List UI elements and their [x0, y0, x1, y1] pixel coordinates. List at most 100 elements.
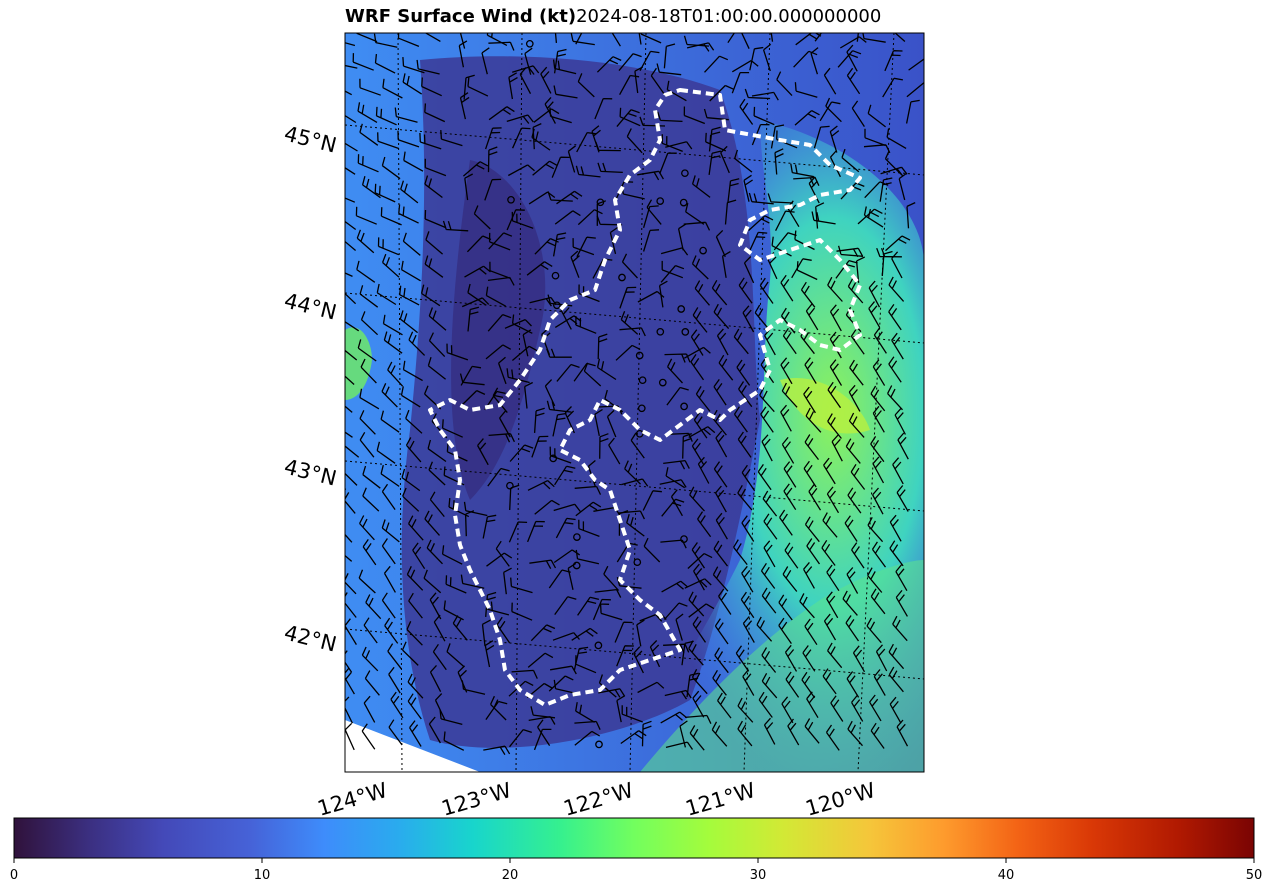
wind-barb — [763, 540, 776, 568]
wind-barb — [659, 152, 677, 174]
wind-barb — [744, 88, 771, 100]
wind-barb — [473, 205, 491, 230]
calm-wind-marker — [595, 740, 603, 749]
wind-barb — [482, 514, 497, 539]
wind-barb — [837, 50, 862, 68]
calm-wind-marker — [699, 246, 707, 255]
lat-label-42n: 42°N — [282, 621, 339, 657]
wind-barb — [748, 231, 768, 253]
wind-barb — [847, 720, 863, 747]
wind-barb — [713, 540, 729, 567]
wind-barb — [896, 485, 909, 512]
wind-barb — [424, 158, 447, 177]
wind-barb — [804, 516, 820, 543]
wind-barb — [533, 407, 545, 433]
wind-barb — [506, 114, 534, 124]
wind-barb — [889, 696, 902, 724]
wind-barb — [402, 73, 423, 95]
wind-barb — [574, 485, 602, 495]
wind-barb — [484, 178, 502, 201]
wind-barb — [663, 459, 690, 470]
wind-barb — [345, 618, 357, 645]
wind-barb — [464, 510, 475, 537]
wind-barb — [815, 202, 825, 229]
wind-barb — [873, 669, 886, 696]
wind-barb — [753, 106, 775, 126]
lon-label-124w: 124°W — [315, 778, 390, 821]
wind-barb — [697, 511, 712, 538]
wind-barb — [624, 460, 641, 485]
wind-barb — [713, 461, 728, 488]
wind-barb — [774, 148, 784, 175]
calm-wind-marker — [680, 402, 688, 411]
wind-barb — [485, 344, 512, 360]
wind-barb — [737, 697, 754, 723]
wind-barb — [888, 304, 902, 331]
wind-barb — [656, 63, 682, 76]
wind-barb — [441, 545, 463, 565]
wind-barb — [692, 616, 707, 643]
wind-barb — [879, 177, 893, 202]
wind-barb — [762, 43, 772, 72]
wind-barb — [663, 43, 676, 69]
wind-barb — [872, 359, 886, 386]
wind-barb — [642, 490, 662, 511]
calm-wind-marker — [681, 328, 690, 336]
wind-barb — [345, 435, 360, 458]
wind-barb — [642, 229, 660, 252]
wind-barb — [756, 616, 773, 642]
wind-barb — [761, 434, 773, 462]
wind-barb — [682, 432, 693, 459]
wind-barb — [363, 695, 376, 723]
wind-barb — [759, 277, 774, 304]
wind-barb — [781, 382, 798, 408]
wind-barb — [424, 33, 441, 42]
wind-barb — [511, 211, 534, 229]
wind-barb — [646, 199, 662, 225]
wind-barb — [895, 564, 908, 592]
wind-barb — [484, 640, 495, 668]
wind-barb — [847, 487, 862, 514]
wind-barb — [846, 671, 860, 698]
wind-barb — [547, 294, 573, 307]
lon-label-120w: 120°W — [803, 778, 878, 821]
wind-barb — [849, 359, 864, 386]
wind-barb — [376, 441, 396, 464]
wind-barb — [487, 313, 512, 332]
wind-barb — [846, 567, 859, 594]
wind-barb — [763, 513, 778, 540]
wind-barb — [467, 306, 480, 332]
wind-barb — [638, 33, 642, 45]
wind-barb — [715, 229, 726, 258]
wind-barb — [488, 232, 513, 250]
wind-barb — [743, 174, 753, 202]
wind-barb — [736, 359, 751, 386]
wind-barb — [597, 162, 623, 174]
lat-label-43n: 43°N — [282, 455, 339, 491]
wind-barb — [390, 691, 404, 719]
wind-barb — [781, 696, 794, 724]
wind-barb — [345, 197, 356, 203]
wind-barb — [720, 145, 730, 174]
wind-barb — [810, 47, 819, 75]
wind-barb — [424, 103, 446, 123]
wind-barb — [401, 468, 421, 492]
wind-barb — [554, 210, 581, 225]
wind-barb — [827, 413, 842, 439]
wind-barb — [864, 128, 886, 147]
wind-barb — [380, 207, 402, 226]
wind-barb — [575, 655, 597, 674]
wind-barb — [738, 277, 753, 304]
wind-barb — [387, 643, 402, 670]
wind-barb — [458, 40, 468, 68]
wind-barb — [782, 327, 797, 355]
colorbar: 0 10 20 30 40 50 — [10, 817, 1262, 883]
wind-barb — [839, 36, 867, 49]
wind-barb — [446, 643, 464, 667]
wind-barb — [488, 41, 515, 51]
wind-barb — [842, 590, 858, 616]
wind-barb — [757, 464, 772, 491]
wind-barb — [387, 361, 404, 387]
wind-barb — [825, 97, 842, 123]
wind-barb — [429, 664, 442, 692]
